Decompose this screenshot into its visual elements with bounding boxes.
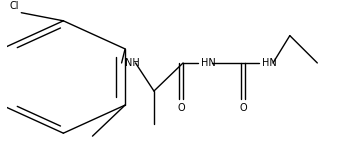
Text: Cl: Cl [9, 1, 19, 11]
Text: HN: HN [201, 58, 216, 68]
Text: O: O [178, 103, 185, 113]
Text: HN: HN [262, 58, 277, 68]
Text: O: O [239, 103, 247, 113]
Text: NH: NH [125, 58, 140, 68]
